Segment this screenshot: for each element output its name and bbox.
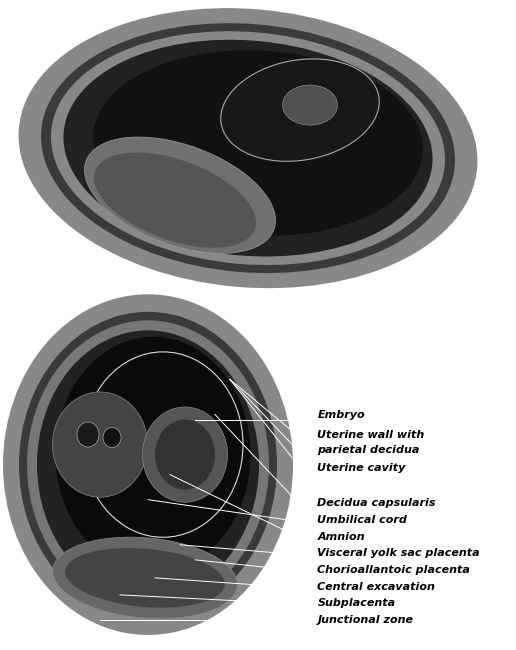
Text: Embryo: Embryo [317,410,365,419]
Ellipse shape [94,153,256,248]
Ellipse shape [221,59,379,161]
Ellipse shape [19,8,477,288]
Ellipse shape [27,320,269,609]
Text: Visceral yolk sac placenta: Visceral yolk sac placenta [317,548,480,558]
Text: Subplacenta: Subplacenta [317,598,396,608]
Text: Decidua capsularis: Decidua capsularis [317,498,436,508]
Ellipse shape [3,294,293,635]
Ellipse shape [56,337,250,573]
Ellipse shape [282,85,337,125]
Text: parietal decidua: parietal decidua [317,445,420,454]
Text: Uterine cavity: Uterine cavity [317,463,406,473]
Text: Umbilical cord: Umbilical cord [317,515,407,525]
Text: Amnion: Amnion [317,532,365,541]
Ellipse shape [41,23,455,273]
Ellipse shape [19,312,277,618]
Ellipse shape [53,537,237,619]
Text: Central excavation: Central excavation [317,582,436,592]
Text: Fig. 3b: Fig. 3b [255,633,295,643]
Ellipse shape [63,40,432,257]
Ellipse shape [103,428,121,448]
Ellipse shape [51,31,445,265]
Ellipse shape [53,392,148,497]
Text: Fig. 3a: Fig. 3a [460,268,500,278]
Text: Chorioallantoic placenta: Chorioallantoic placenta [317,565,471,575]
Ellipse shape [93,50,423,236]
Ellipse shape [77,422,99,447]
Ellipse shape [65,548,225,608]
Text: Uterine wall with: Uterine wall with [317,430,425,439]
Ellipse shape [142,407,228,502]
Ellipse shape [85,137,276,254]
Ellipse shape [155,419,215,489]
Text: Junctional zone: Junctional zone [317,615,413,625]
Ellipse shape [37,330,259,599]
